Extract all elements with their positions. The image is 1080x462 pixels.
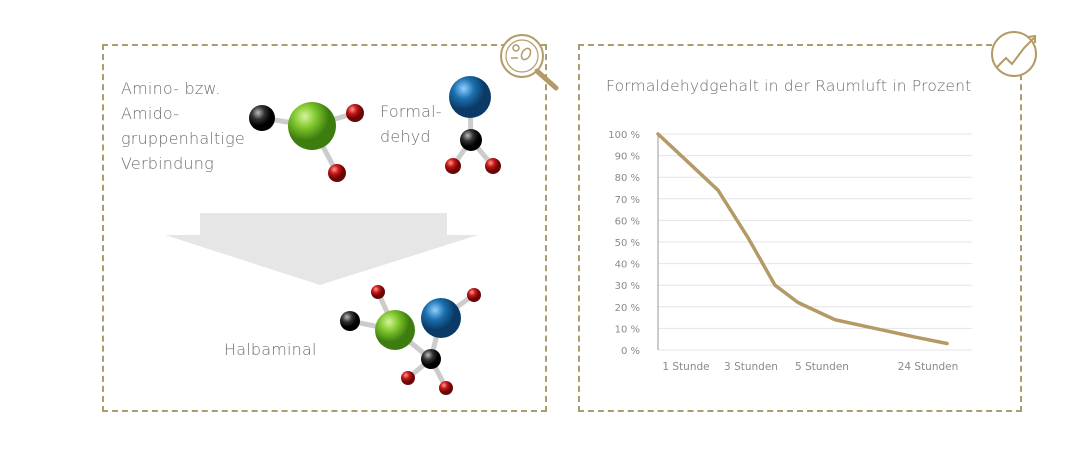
chart-title: Formaldehydgehalt in der Raumluft in Pro… — [606, 77, 972, 95]
x-tick-label: 5 Stunden — [795, 361, 849, 373]
halbaminal-molecule — [340, 285, 481, 395]
x-tick-label: 24 Stunden — [898, 361, 959, 373]
label-line: Amino- bzw. — [121, 79, 221, 98]
x-tick-label: 3 Stunden — [724, 361, 778, 373]
y-tick-label: 100 % — [608, 130, 640, 141]
y-tick-label: 10 % — [615, 324, 640, 335]
trend-chart-icon — [991, 31, 1037, 77]
label-line: Formal- — [380, 102, 442, 121]
chart-panel — [578, 44, 1022, 412]
y-tick-label: 40 % — [615, 260, 640, 271]
y-tick-label: 90 % — [615, 152, 640, 163]
reactant-2-label: Formal- dehyd — [380, 99, 442, 149]
molecule-diagram — [165, 76, 501, 395]
reaction-panel — [102, 44, 547, 412]
label-line: gruppenhaltige — [121, 129, 245, 148]
line-chart: 0 % 10 % 20 % 30 % 40 % 50 % 60 % 70 % 80 % 90 % 1… — [608, 130, 972, 373]
reactant-1-label: Amino- bzw. Amido- gruppenhaltige Verbin… — [121, 76, 245, 176]
label-line: dehyd — [380, 127, 431, 146]
y-tick-label: 20 % — [615, 303, 640, 314]
series-line — [656, 132, 949, 346]
formaldehyde-molecule — [445, 76, 501, 174]
magnifier-bacteria-icon — [500, 34, 559, 91]
y-tick-label: 0 % — [621, 346, 640, 357]
y-tick-label: 50 % — [615, 238, 640, 249]
y-tick-label: 60 % — [615, 216, 640, 227]
product-label: Halbaminal — [224, 340, 317, 359]
y-tick-label: 80 % — [615, 173, 640, 184]
y-tick-label: 70 % — [615, 195, 640, 206]
amino-molecule — [249, 102, 364, 182]
y-tick-label: 30 % — [615, 281, 640, 292]
x-tick-label: 1 Stunde — [662, 361, 709, 373]
label-line: Verbindung — [121, 154, 214, 173]
label-line: Amido- — [121, 104, 180, 123]
reaction-arrow — [165, 213, 478, 285]
